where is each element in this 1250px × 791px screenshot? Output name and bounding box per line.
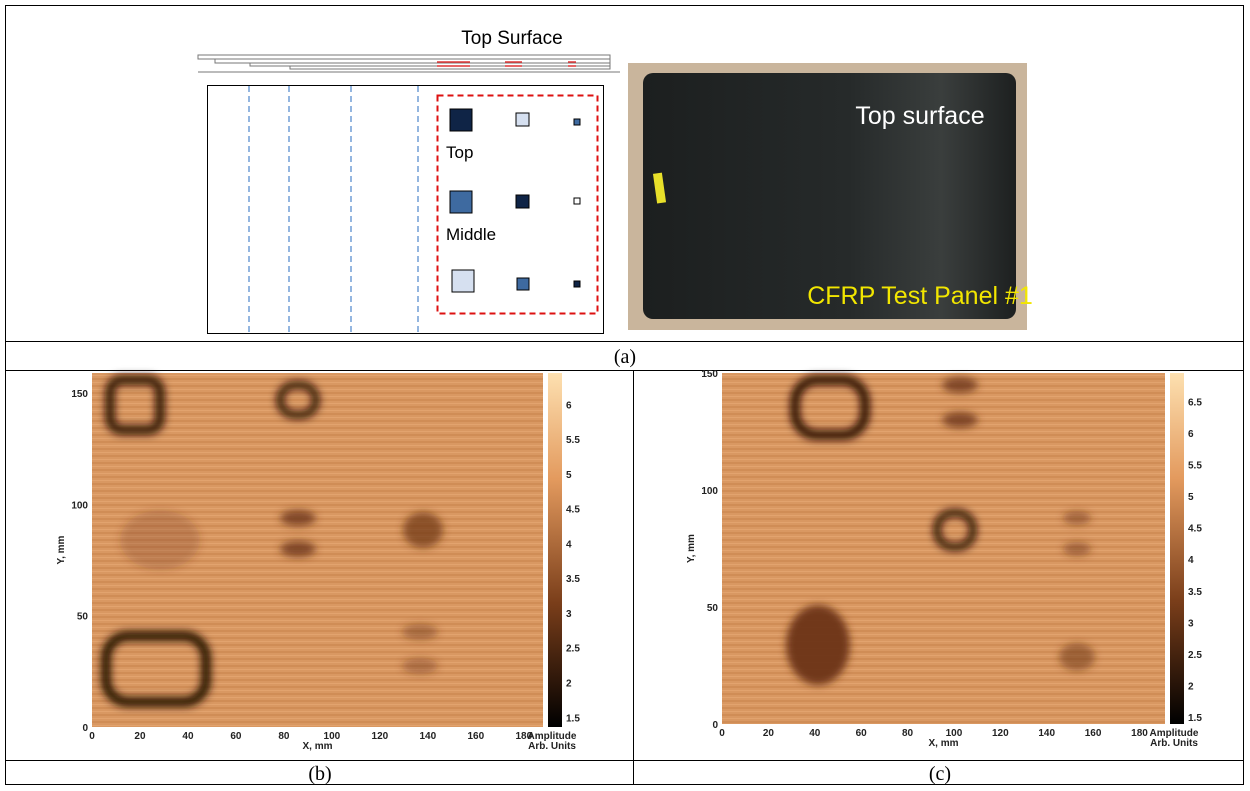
colorbar-tick-label: 1.5 — [566, 713, 580, 724]
y-tick-label: 100 — [71, 500, 88, 511]
x-tick-label: 80 — [902, 728, 914, 739]
x-tick-label: 20 — [134, 731, 146, 742]
colorbar-label: Arb. Units — [1150, 738, 1198, 749]
defect — [403, 512, 443, 548]
colorbar-tick-label: 3 — [1188, 618, 1194, 629]
x-tick-label: 180 — [515, 731, 532, 742]
colorbar-tick-label: 4 — [566, 539, 572, 550]
colorbar-tick-label: 5.5 — [566, 435, 580, 446]
schematic: Top Surface Top Middle — [197, 28, 620, 334]
defect — [105, 375, 165, 435]
colorbar-tick-label: 2 — [1188, 681, 1194, 692]
colorbar-tick-label: 6.5 — [1188, 397, 1202, 408]
colorbar-tick-label: 1.5 — [1188, 713, 1202, 724]
colorbar-tick-label: 2 — [566, 678, 572, 689]
defect — [790, 375, 870, 440]
colorbar-tick-label: 6 — [566, 400, 572, 411]
x-tick-label: 100 — [946, 728, 963, 739]
heatmap-panel: 0 20 40 60 80 100 120 140 160 180 0 50 100 150 1.5 2 2.5… — [686, 369, 1202, 785]
caption: (b) — [308, 763, 331, 785]
x-tick-label: 80 — [278, 731, 290, 742]
x-tick-label: 60 — [230, 731, 242, 742]
y-tick-label: 100 — [701, 486, 718, 497]
defect — [402, 624, 438, 640]
colorbar-tick-label: 4.5 — [566, 505, 580, 516]
defect — [1063, 511, 1091, 525]
defect — [280, 510, 316, 526]
colorbar-tick-label: 3.5 — [566, 574, 580, 585]
photo-title: Top surface — [855, 102, 984, 130]
defect — [786, 605, 850, 685]
defect — [280, 541, 316, 557]
defect — [942, 377, 978, 393]
photo-caption: CFRP Test Panel #1 — [807, 282, 1033, 310]
defect — [402, 658, 438, 674]
x-tick-label: 140 — [420, 731, 437, 742]
x-tick-label: 100 — [324, 731, 341, 742]
defect — [120, 510, 200, 570]
caption: (a) — [614, 346, 636, 368]
y-axis-label: Y, mm — [56, 535, 67, 564]
colorbar — [548, 373, 562, 727]
x-tick-label: 180 — [1131, 728, 1148, 739]
x-tick-label: 140 — [1038, 728, 1055, 739]
x-tick-label: 0 — [719, 728, 725, 739]
y-tick-label: 0 — [82, 723, 88, 734]
y-tick-label: 150 — [701, 369, 718, 380]
y-tick-label: 50 — [707, 603, 719, 614]
x-tick-label: 0 — [89, 731, 95, 742]
layer-label: Top — [446, 143, 473, 162]
y-axis-label: Y, mm — [686, 534, 697, 563]
photo: Top surface CFRP Test Panel #1 — [628, 63, 1033, 330]
schematic-title: Top Surface — [461, 28, 562, 49]
layer-label: Middle — [446, 225, 496, 244]
defect — [276, 381, 320, 419]
caption: (c) — [929, 763, 951, 785]
x-axis-label: X, mm — [302, 741, 332, 752]
colorbar-label: Amplitude — [1150, 728, 1199, 739]
defect — [1059, 643, 1095, 671]
x-tick-label: 160 — [467, 731, 484, 742]
colorbar-tick-label: 4 — [1188, 555, 1194, 566]
y-tick-label: 150 — [71, 389, 88, 400]
x-tick-label: 60 — [856, 728, 868, 739]
colorbar-tick-label: 2.5 — [1188, 650, 1202, 661]
colorbar-tick-label: 4.5 — [1188, 524, 1202, 535]
heatmap-panel: 0 20 40 60 80 100 120 140 160 180 0 50 100 150 1.5 2 2.5… — [56, 373, 580, 785]
y-tick-label: 50 — [77, 612, 89, 623]
colorbar-tick-label: 6 — [1188, 429, 1194, 440]
defect — [942, 412, 978, 428]
x-axis-label: X, mm — [928, 738, 958, 749]
colorbar-label: Arb. Units — [528, 741, 576, 752]
colorbar — [1170, 373, 1184, 724]
table-border — [5, 5, 1244, 785]
defect — [1063, 542, 1091, 556]
x-tick-label: 120 — [372, 731, 389, 742]
colorbar-tick-label: 3 — [566, 609, 572, 620]
y-tick-label: 0 — [712, 720, 718, 731]
colorbar-tick-label: 5 — [566, 470, 572, 481]
x-tick-label: 120 — [992, 728, 1009, 739]
colorbar-tick-label: 5.5 — [1188, 461, 1202, 472]
colorbar-label: Amplitude — [528, 731, 577, 742]
defect — [933, 509, 977, 551]
x-tick-label: 40 — [809, 728, 821, 739]
colorbar-tick-label: 3.5 — [1188, 587, 1202, 598]
colorbar-tick-label: 2.5 — [566, 644, 580, 655]
x-tick-label: 20 — [763, 728, 775, 739]
x-tick-label: 160 — [1085, 728, 1102, 739]
defect — [101, 631, 211, 707]
x-tick-label: 40 — [182, 731, 194, 742]
colorbar-tick-label: 5 — [1188, 492, 1194, 503]
defects — [786, 375, 1095, 685]
defects — [101, 375, 443, 707]
